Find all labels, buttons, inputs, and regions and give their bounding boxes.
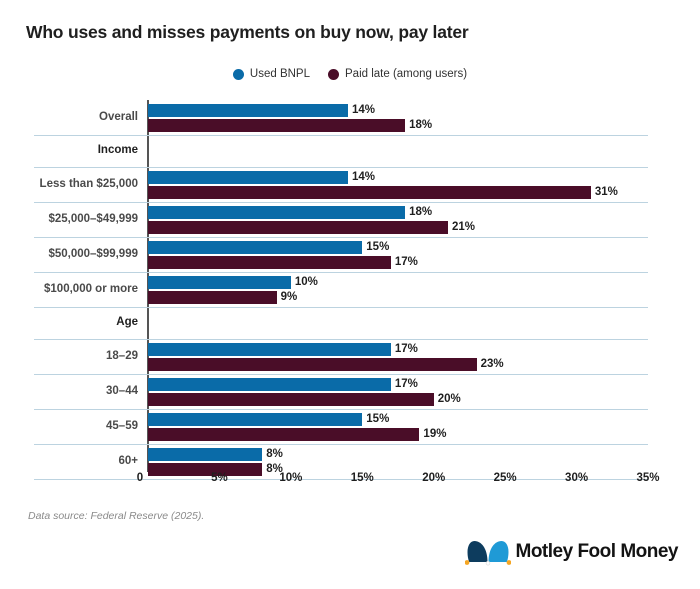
y-axis-line: [147, 100, 149, 472]
chart-group-header-row: Income: [0, 135, 648, 167]
chart-plot-area: Overall 14% 18% Income Less than $25,000 14% 3…: [0, 100, 700, 480]
chart-data-row: 45–59 15% 19%: [0, 409, 648, 444]
bar-value-paid-late: 9%: [280, 290, 298, 303]
x-axis-tick-label: 35%: [636, 472, 660, 484]
legend-item-paid-late[interactable]: Paid late (among users): [328, 68, 467, 80]
group-header-label: Age: [116, 316, 138, 328]
x-axis-tick-label: 30%: [565, 472, 589, 484]
category-label: 45–59: [106, 419, 138, 432]
bar-paid-late[interactable]: [148, 220, 448, 234]
legend-label-used-bnpl: Used BNPL: [249, 68, 310, 80]
x-axis-tick-label: 15%: [350, 472, 374, 484]
bar-value-used-bnpl: 14%: [352, 170, 376, 183]
bar-value-paid-late: 18%: [409, 118, 433, 131]
bar-value-used-bnpl: 8%: [266, 447, 283, 460]
group-header-label: Income: [97, 144, 138, 156]
row-separator: [34, 339, 648, 340]
bar-paid-late[interactable]: [148, 185, 591, 199]
row-separator: [34, 479, 648, 480]
x-axis-tick-label: 20%: [422, 472, 446, 484]
chart-group-header-row: Age: [0, 307, 648, 339]
x-axis-tick-label: 25%: [493, 472, 517, 484]
bar-value-paid-late: 31%: [594, 185, 618, 198]
row-separator: [34, 444, 648, 445]
bar-paid-late[interactable]: [148, 255, 391, 269]
bar-value-used-bnpl: 17%: [394, 342, 418, 355]
bar-value-used-bnpl: 14%: [352, 103, 376, 116]
x-axis-tick-label: 10%: [279, 472, 303, 484]
bar-used-bnpl[interactable]: [148, 103, 348, 117]
bar-used-bnpl[interactable]: [148, 275, 291, 289]
bar-value-paid-late: 19%: [423, 427, 447, 440]
row-separator: [34, 237, 648, 238]
bar-used-bnpl[interactable]: [148, 412, 363, 426]
bar-used-bnpl[interactable]: [148, 240, 363, 254]
bar-value-used-bnpl: 18%: [409, 205, 433, 218]
data-source-note: Data source: Federal Reserve (2025).: [28, 510, 205, 522]
bar-value-used-bnpl: 10%: [294, 275, 318, 288]
chart-legend: Used BNPL Paid late (among users): [0, 68, 700, 80]
legend-item-used-bnpl[interactable]: Used BNPL: [232, 68, 310, 80]
bar-value-used-bnpl: 15%: [366, 240, 390, 253]
row-separator: [34, 374, 648, 375]
category-label: $25,000–$49,999: [48, 212, 138, 225]
chart-title: Who uses and misses payments on buy now,…: [26, 22, 469, 42]
chart-data-row: $100,000 or more 10% 9%: [0, 272, 648, 307]
bar-paid-late[interactable]: [148, 427, 420, 441]
legend-swatch-paid-late: [328, 68, 339, 80]
bar-value-used-bnpl: 15%: [366, 412, 390, 425]
category-label: 30–44: [106, 384, 138, 397]
legend-label-paid-late: Paid late (among users): [345, 68, 468, 80]
category-label: Less than $25,000: [39, 177, 138, 190]
row-separator: [34, 167, 648, 168]
bar-value-used-bnpl: 17%: [394, 377, 418, 390]
bar-used-bnpl[interactable]: [148, 170, 348, 184]
bar-used-bnpl[interactable]: [148, 447, 263, 461]
bar-value-paid-late: 23%: [480, 357, 504, 370]
x-axis: 0 5% 10% 15% 20% 25% 30% 35%: [0, 472, 700, 494]
category-label: Overall: [99, 110, 138, 123]
row-separator: [34, 135, 648, 136]
bar-paid-late[interactable]: [148, 462, 263, 476]
bar-paid-late[interactable]: [148, 118, 406, 132]
bar-used-bnpl[interactable]: [148, 205, 406, 219]
row-separator: [34, 307, 648, 308]
category-label: $100,000 or more: [44, 282, 138, 295]
row-separator: [34, 409, 648, 410]
row-separator: [34, 202, 648, 203]
chart-data-row: Overall 14% 18%: [0, 100, 648, 135]
chart-data-row: 30–44 17% 20%: [0, 374, 648, 409]
bar-value-paid-late: 20%: [437, 392, 461, 405]
category-label: 60+: [118, 454, 138, 467]
row-separator-top: [34, 100, 648, 101]
bar-value-paid-late: 17%: [394, 255, 418, 268]
bar-paid-late[interactable]: [148, 290, 277, 304]
bar-value-paid-late: 21%: [452, 220, 476, 233]
legend-swatch-used-bnpl: [232, 68, 244, 80]
bar-used-bnpl[interactable]: [148, 377, 391, 391]
x-axis-tick-label: 0: [136, 472, 144, 484]
jester-cap-icon: [464, 541, 511, 566]
bar-value-paid-late: 8%: [266, 462, 283, 475]
brand-logo: Motley Fool Money: [464, 538, 679, 566]
chart-data-row: 18–29 17% 23%: [0, 339, 648, 374]
category-label: $50,000–$99,999: [48, 247, 138, 260]
brand-logo-text: Motley Fool Money: [515, 541, 679, 562]
chart-data-row: Less than $25,000 14% 31%: [0, 167, 648, 202]
row-separator: [34, 272, 648, 273]
chart-data-row: $25,000–$49,999 18% 21%: [0, 202, 648, 237]
chart-data-row: $50,000–$99,999 15% 17%: [0, 237, 648, 272]
bar-paid-late[interactable]: [148, 357, 477, 371]
x-axis-tick-label: 5%: [211, 472, 228, 484]
chart-data-row: 60+ 8% 8%: [0, 444, 648, 479]
bar-used-bnpl[interactable]: [148, 342, 391, 356]
category-label: 18–29: [106, 349, 138, 362]
bar-paid-late[interactable]: [148, 392, 434, 406]
